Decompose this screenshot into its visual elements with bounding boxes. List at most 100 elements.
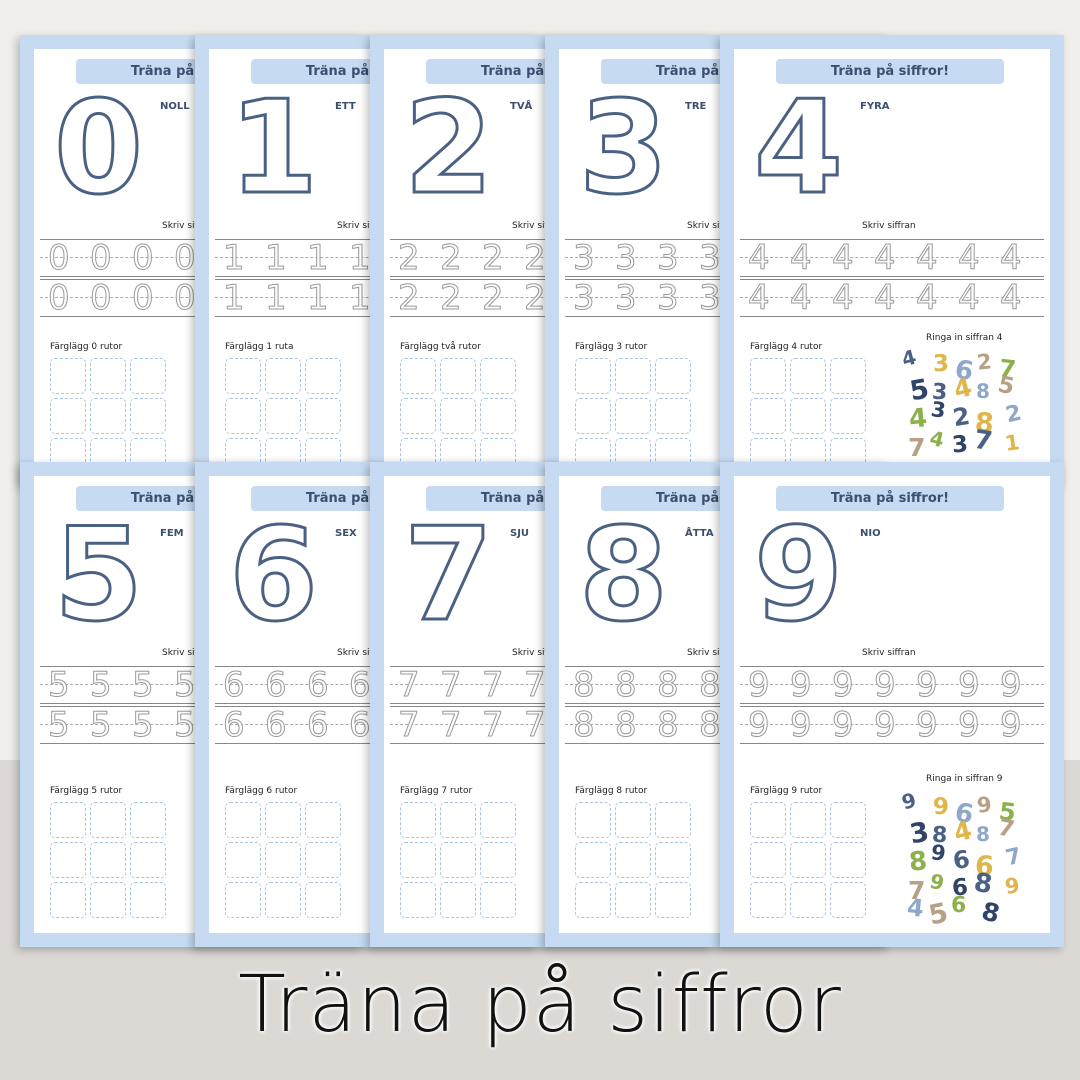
banner: Träna på siffror xyxy=(238,960,842,1050)
color-box xyxy=(790,802,826,838)
trace-digit: 7 xyxy=(398,665,421,706)
trace-digit: 2 xyxy=(440,278,463,319)
color-box xyxy=(440,398,476,434)
color-box xyxy=(440,842,476,878)
big-digit: 2 xyxy=(402,74,494,223)
circle-number: 4 xyxy=(907,403,929,435)
color-box xyxy=(575,882,611,918)
trace-digit: 7 xyxy=(440,705,463,746)
color-box xyxy=(790,358,826,394)
circle-number: 8 xyxy=(978,896,1003,929)
trace-digit: 7 xyxy=(524,665,547,706)
color-box xyxy=(750,882,786,918)
trace-digit: 9 xyxy=(832,665,855,706)
trace-digit: 4 xyxy=(790,278,813,319)
color-box xyxy=(265,842,301,878)
write-label: Skriv siffran xyxy=(512,648,566,658)
trace-digit: 0 xyxy=(48,278,71,319)
write-label: Skriv siffran xyxy=(162,221,216,231)
trace-midline xyxy=(40,684,344,685)
color-box xyxy=(615,842,651,878)
color-box xyxy=(305,358,341,394)
color-box xyxy=(130,358,166,394)
trace-digit: 9 xyxy=(958,705,981,746)
trace-digit: 4 xyxy=(790,238,813,279)
trace-digit: 8 xyxy=(573,665,596,706)
color-box xyxy=(750,802,786,838)
sheet-title: Träna på siffror! xyxy=(776,486,1004,511)
trace-digit: 2 xyxy=(440,238,463,279)
trace-digit: 9 xyxy=(790,705,813,746)
circle-number: 9 xyxy=(975,792,993,818)
sheet-panel: Träna på siffror! 4 FYRA Skriv siffran 4 4 4 4 4… xyxy=(734,49,1050,471)
circle-number: 8 xyxy=(975,821,991,847)
trace-midline xyxy=(215,684,519,685)
circle-number: 3 xyxy=(907,816,932,851)
trace-digit: 2 xyxy=(398,278,421,319)
trace-digit: 9 xyxy=(874,705,897,746)
trace-digit: 0 xyxy=(90,278,113,319)
color-box xyxy=(480,802,516,838)
trace-digit: 9 xyxy=(916,705,939,746)
circle-number: 5 xyxy=(925,897,951,932)
number-word: FYRA xyxy=(860,101,890,112)
trace-digit: 5 xyxy=(174,665,197,706)
color-box xyxy=(50,398,86,434)
color-box xyxy=(750,358,786,394)
trace-digit: 5 xyxy=(90,665,113,706)
color-box xyxy=(130,438,166,471)
trace-digit: 8 xyxy=(657,665,680,706)
trace-digit: 5 xyxy=(90,705,113,746)
trace-digit: 1 xyxy=(307,238,330,279)
circle-number: 2 xyxy=(950,401,972,433)
color-box xyxy=(50,438,86,471)
color-box xyxy=(615,802,651,838)
trace-midline xyxy=(565,724,869,725)
trace-digit: 9 xyxy=(790,665,813,706)
number-word: NIO xyxy=(860,528,881,539)
color-box xyxy=(400,398,436,434)
color-box xyxy=(575,802,611,838)
color-box xyxy=(615,438,651,471)
color-box xyxy=(440,802,476,838)
color-box xyxy=(615,398,651,434)
worksheet: Träna på siffror! 9 NIO Skriv siffran 9 9 9 9 9 9… xyxy=(720,462,1064,947)
trace-digit: 5 xyxy=(48,705,71,746)
trace-digit: 4 xyxy=(958,238,981,279)
color-box xyxy=(265,438,301,471)
number-word: TVÅ xyxy=(510,101,533,112)
color-box xyxy=(400,882,436,918)
color-box xyxy=(265,358,301,394)
color-box xyxy=(225,438,261,471)
circle-number: 4 xyxy=(899,344,919,372)
color-box xyxy=(50,882,86,918)
color-box xyxy=(790,438,826,471)
big-digit: 0 xyxy=(52,74,144,223)
trace-midline xyxy=(740,257,1044,258)
trace-digit: 4 xyxy=(958,278,981,319)
trace-digit: 9 xyxy=(748,705,771,746)
trace-midline xyxy=(390,257,694,258)
trace-digit: 9 xyxy=(958,665,981,706)
trace-digit: 3 xyxy=(615,278,638,319)
trace-digit: 6 xyxy=(349,665,372,706)
circle-number: 6 xyxy=(950,844,972,876)
trace-digit: 8 xyxy=(699,705,722,746)
color-label: Färglägg två rutor xyxy=(400,342,481,352)
circle-number: 7 xyxy=(1003,843,1024,872)
color-box xyxy=(655,398,691,434)
number-word: ÅTTA xyxy=(685,528,714,539)
color-box xyxy=(400,842,436,878)
write-label: Skriv siffran xyxy=(862,221,916,231)
trace-digit: 4 xyxy=(748,278,771,319)
trace-digit: 4 xyxy=(874,278,897,319)
trace-digit: 4 xyxy=(832,238,855,279)
trace-midline xyxy=(565,684,869,685)
color-box xyxy=(90,438,126,471)
color-box xyxy=(225,842,261,878)
trace-digit: 2 xyxy=(524,238,547,279)
color-box xyxy=(480,438,516,471)
trace-midline xyxy=(215,257,519,258)
